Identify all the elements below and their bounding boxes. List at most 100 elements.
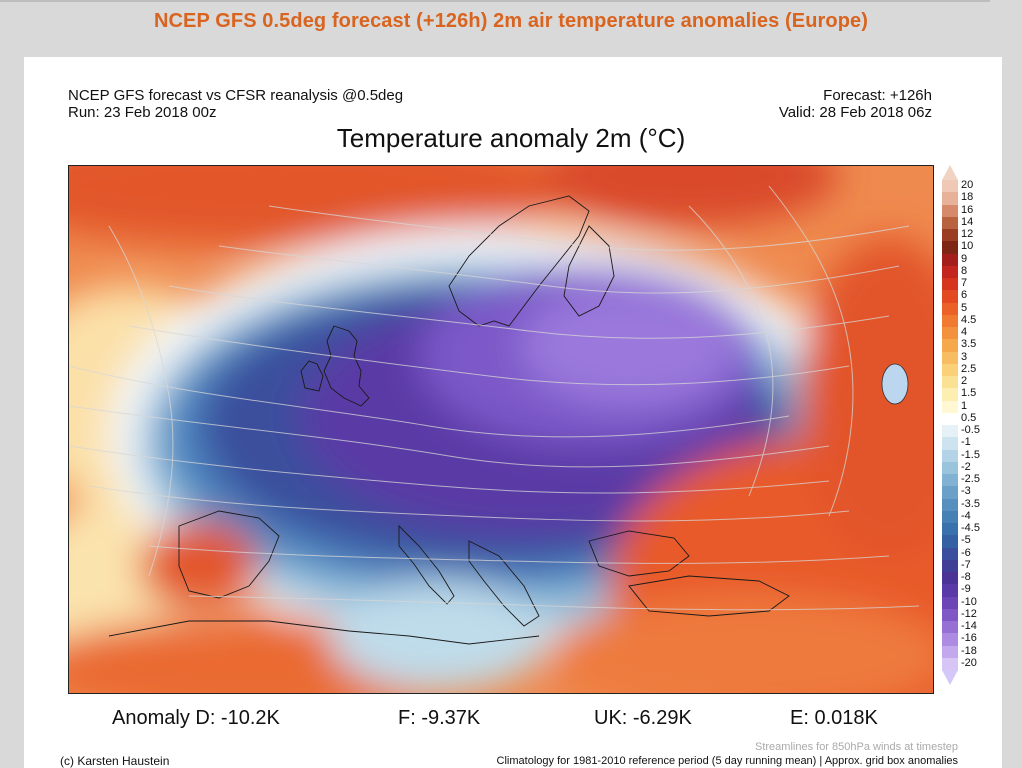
- colorbar-segment: [942, 596, 958, 610]
- anomaly-spain: E: 0.018K: [790, 707, 878, 729]
- colorbar-label: 4.5: [961, 313, 977, 326]
- colorbar-segment: [942, 559, 958, 573]
- colorbar-segment: [942, 229, 958, 242]
- valid-time: Valid: 28 Feb 2018 06z: [778, 104, 932, 121]
- colorbar-label: -4: [961, 509, 971, 522]
- colorbar-segment: [942, 278, 958, 291]
- colorbar-min-arrow: [942, 670, 958, 685]
- run-info: NCEP GFS forecast vs CFSR reanalysis @0.…: [68, 87, 403, 121]
- colorbar-label: 12: [961, 228, 974, 241]
- colorbar-label: -6: [961, 546, 971, 559]
- colorbar-label: -3: [961, 485, 971, 498]
- colorbar-segment: [942, 400, 958, 414]
- colorbar-segment: [942, 265, 958, 279]
- anomaly-uk: UK: -6.29K: [594, 707, 692, 729]
- colorbar-label: 2: [961, 375, 968, 388]
- colorbar-segment: [942, 314, 958, 328]
- anomaly-map-svg: [69, 166, 933, 693]
- colorbar-label: 1: [961, 399, 968, 412]
- colorbar-segment: [942, 241, 958, 254]
- colorbar-label: -2.5: [961, 473, 980, 486]
- colorbar-label: 16: [961, 203, 974, 216]
- colorbar-label: -20: [961, 656, 977, 669]
- colorbar-segment: [942, 327, 958, 340]
- colorbar-segment: [942, 486, 958, 499]
- streamline-note: Streamlines for 850hPa winds at timestep: [755, 741, 958, 753]
- colorbar-segment: [942, 645, 958, 659]
- colorbar-label: 6: [961, 289, 968, 302]
- colorbar-segment: [942, 498, 958, 512]
- colorbar-label: -10: [961, 595, 977, 608]
- colorbar-label: -12: [961, 607, 977, 620]
- colorbar-segment: [942, 376, 958, 389]
- colorbar-label: -7: [961, 558, 971, 571]
- colorbar-segment: [942, 412, 958, 426]
- colorbar-segment: [942, 547, 958, 561]
- forecast-lead: Forecast: +126h: [823, 87, 932, 104]
- colorbar-segment: [942, 180, 958, 193]
- colorbar-label: -14: [961, 620, 977, 633]
- anomaly-germany: Anomaly D: -10.2K: [112, 707, 280, 729]
- colorbar-label: 8: [961, 264, 968, 277]
- colorbar-label: -16: [961, 632, 977, 645]
- colorbar-label: 14: [961, 215, 974, 228]
- colorbar-segment: [942, 621, 958, 634]
- colorbar-label: -9: [961, 583, 971, 596]
- chart-panel: NCEP GFS forecast vs CFSR reanalysis @0.…: [24, 57, 1002, 768]
- colorbar-max-arrow: [942, 165, 958, 180]
- colorbar-label: 2.5: [961, 362, 977, 375]
- colorbar-segment: [942, 339, 958, 352]
- colorbar-segment: [942, 437, 958, 450]
- colorbar-segment: [942, 461, 958, 475]
- colorbar-segment: [942, 584, 958, 597]
- colorbar-segment: [942, 510, 958, 524]
- credit-text: (c) Karsten Haustein: [60, 754, 170, 768]
- colorbar-segment: [942, 351, 958, 365]
- caspian-sea: [881, 363, 909, 405]
- colorbar-label: -2: [961, 460, 971, 473]
- map-title-text: Temperature anomaly 2m (°C): [336, 123, 686, 153]
- top-border-line: [0, 0, 990, 2]
- colorbar-label: 1.5: [961, 387, 977, 400]
- colorbar-label: -0.5: [961, 424, 980, 437]
- climatology-note: Climatology for 1981-2010 reference peri…: [496, 755, 958, 767]
- colorbar-label: -4.5: [961, 522, 980, 535]
- colorbar-label: 4: [961, 326, 968, 339]
- colorbar-label: -8: [961, 571, 971, 584]
- colorbar-label: 3.5: [961, 338, 977, 351]
- colorbar-segment: [942, 363, 958, 377]
- coastlines: [108, 195, 790, 645]
- colorbar-segment: [942, 535, 958, 548]
- wind-streamlines: [69, 185, 920, 611]
- colorbar-label: 3: [961, 350, 968, 363]
- colorbar-label: -1.5: [961, 448, 980, 461]
- colorbar-segment: [942, 608, 958, 622]
- colorbar-label: 9: [961, 252, 968, 265]
- colorbar-label: 18: [961, 191, 974, 204]
- anomaly-france: F: -9.37K: [398, 707, 481, 729]
- colorbar-segment: [942, 192, 958, 205]
- colorbar-segment: [942, 572, 958, 585]
- colorbar-segment: [942, 216, 958, 230]
- colorbar-segment: [942, 425, 958, 438]
- colorbar-segment: [942, 449, 958, 463]
- colorbar-label: 5: [961, 301, 968, 314]
- colorbar-segment: [942, 633, 958, 646]
- colorbar: [942, 180, 958, 671]
- page-title: NCEP GFS 0.5deg forecast (+126h) 2m air …: [153, 10, 869, 32]
- colorbar-segment: [942, 253, 958, 267]
- run-time: Run: 23 Feb 2018 00z: [68, 104, 217, 121]
- colorbar-segment: [942, 302, 958, 316]
- colorbar-label: 10: [961, 240, 974, 253]
- colorbar-label: -3.5: [961, 497, 980, 510]
- colorbar-label: -18: [961, 644, 977, 657]
- colorbar-segment: [942, 388, 958, 401]
- colorbar-label: 0.5: [961, 411, 977, 424]
- colorbar-label: 20: [961, 179, 974, 192]
- colorbar-segment: [942, 523, 958, 536]
- colorbar-labels: 20 18 16 14 12 10 9 8 7 6 5 4.5 4 3.5 3 2.5 2 1.5 1 0.5 -0.5…: [961, 180, 1001, 670]
- colorbar-segment: [942, 474, 958, 487]
- map-title: Temperature anomaly 2m (°C): [24, 123, 1002, 154]
- colorbar-segment: [942, 290, 958, 303]
- colorbar-label: -5: [961, 534, 971, 547]
